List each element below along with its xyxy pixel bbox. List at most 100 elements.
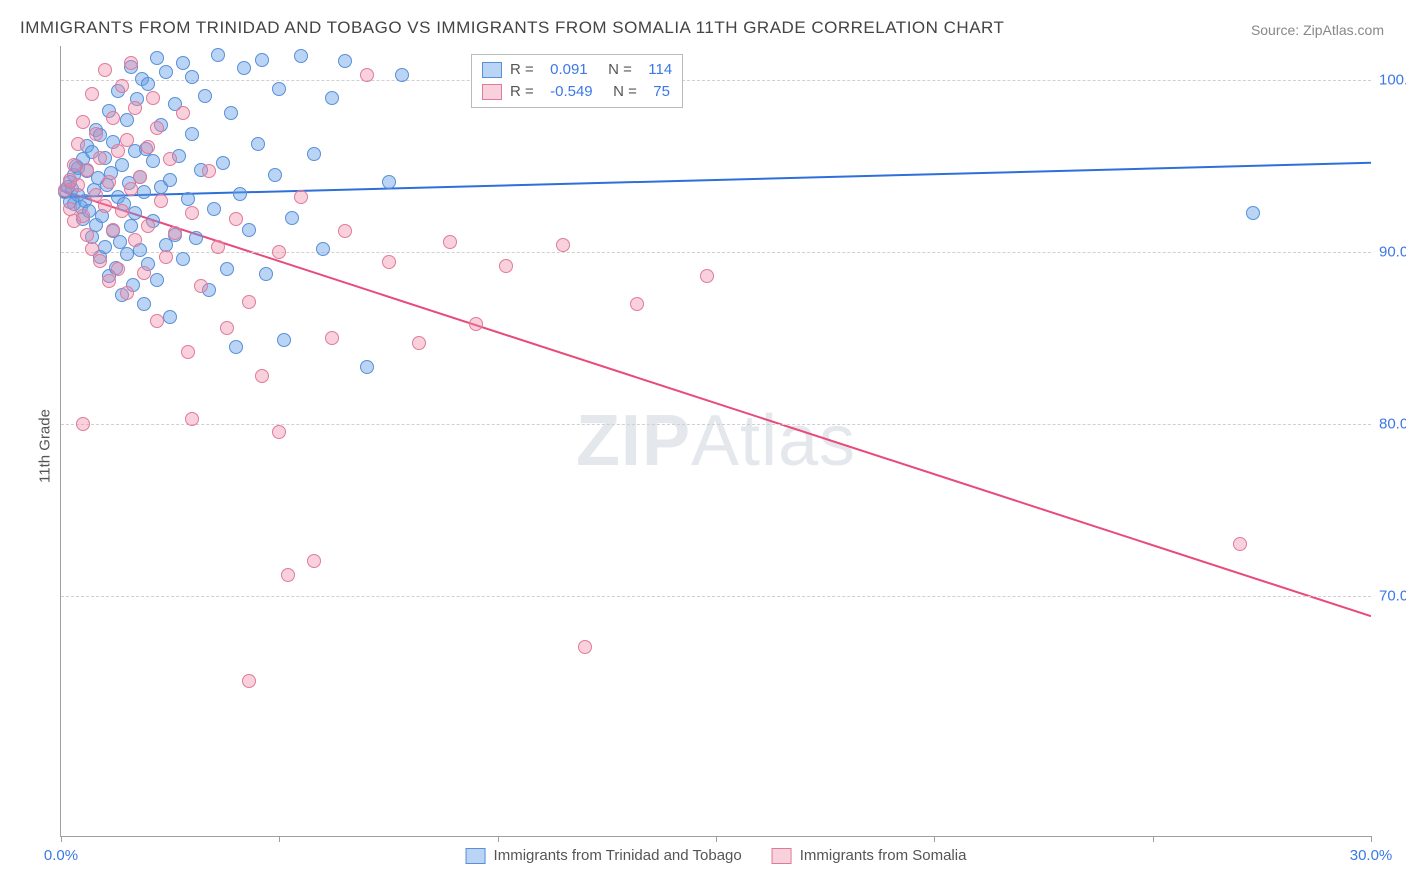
- scatter-point: [71, 137, 85, 151]
- scatter-point: [98, 63, 112, 77]
- scatter-point: [469, 317, 483, 331]
- scatter-point: [229, 340, 243, 354]
- gridline-horizontal: [61, 424, 1371, 425]
- scatter-point: [137, 297, 151, 311]
- scatter-point: [360, 360, 374, 374]
- scatter-point: [255, 53, 269, 67]
- scatter-point: [128, 206, 142, 220]
- y-tick-label: 90.0%: [1379, 244, 1406, 261]
- chart-title: IMMIGRANTS FROM TRINIDAD AND TOBAGO VS I…: [20, 18, 1004, 38]
- legend-n-value: 114: [640, 59, 672, 81]
- scatter-point: [700, 269, 714, 283]
- scatter-point: [259, 267, 273, 281]
- scatter-point: [141, 77, 155, 91]
- scatter-point: [307, 554, 321, 568]
- scatter-point: [137, 266, 151, 280]
- series-legend: Immigrants from Trinidad and Tobago Immig…: [466, 847, 967, 864]
- x-tick: [934, 836, 935, 842]
- scatter-point: [211, 48, 225, 62]
- scatter-point: [163, 310, 177, 324]
- scatter-point: [115, 79, 129, 93]
- scatter-point: [115, 158, 129, 172]
- scatter-point: [202, 164, 216, 178]
- scatter-point: [185, 412, 199, 426]
- scatter-point: [102, 175, 116, 189]
- scatter-point: [251, 137, 265, 151]
- legend-r-label: R =: [510, 59, 534, 81]
- scatter-point: [80, 228, 94, 242]
- scatter-point: [85, 87, 99, 101]
- series-name: Immigrants from Somalia: [800, 847, 967, 864]
- scatter-point: [93, 254, 107, 268]
- scatter-point: [242, 295, 256, 309]
- scatter-point: [268, 168, 282, 182]
- scatter-point: [220, 321, 234, 335]
- scatter-point: [242, 674, 256, 688]
- scatter-point: [128, 233, 142, 247]
- scatter-point: [272, 425, 286, 439]
- scatter-point: [382, 255, 396, 269]
- scatter-point: [216, 156, 230, 170]
- x-tick: [279, 836, 280, 842]
- chart-plot-area: ZIPAtlas 70.0%80.0%90.0%100.0%0.0%30.0%R…: [60, 46, 1371, 837]
- source-link[interactable]: ZipAtlas.com: [1303, 22, 1384, 38]
- scatter-point: [181, 192, 195, 206]
- scatter-point: [272, 245, 286, 259]
- scatter-point: [360, 68, 374, 82]
- scatter-point: [294, 190, 308, 204]
- source-attribution: Source: ZipAtlas.com: [1251, 22, 1384, 38]
- scatter-point: [325, 91, 339, 105]
- scatter-point: [211, 240, 225, 254]
- scatter-point: [189, 231, 203, 245]
- scatter-point: [120, 286, 134, 300]
- scatter-point: [71, 178, 85, 192]
- scatter-point: [382, 175, 396, 189]
- y-axis-label: 11th Grade: [36, 409, 53, 483]
- scatter-point: [307, 147, 321, 161]
- legend-r-value: 0.091: [542, 59, 588, 81]
- scatter-point: [207, 202, 221, 216]
- scatter-point: [224, 106, 238, 120]
- scatter-point: [163, 152, 177, 166]
- gridline-horizontal: [61, 596, 1371, 597]
- scatter-point: [176, 56, 190, 70]
- scatter-point: [242, 223, 256, 237]
- gridline-horizontal: [61, 80, 1371, 81]
- scatter-point: [233, 187, 247, 201]
- scatter-point: [395, 68, 409, 82]
- y-tick-label: 70.0%: [1379, 587, 1406, 604]
- scatter-point: [198, 89, 212, 103]
- scatter-point: [106, 223, 120, 237]
- scatter-point: [146, 91, 160, 105]
- scatter-point: [630, 297, 644, 311]
- scatter-point: [229, 212, 243, 226]
- scatter-point: [185, 206, 199, 220]
- scatter-point: [67, 158, 81, 172]
- scatter-point: [159, 250, 173, 264]
- scatter-point: [272, 82, 286, 96]
- scatter-point: [124, 182, 138, 196]
- scatter-point: [150, 121, 164, 135]
- scatter-point: [285, 211, 299, 225]
- legend-swatch: [466, 848, 486, 864]
- scatter-point: [133, 170, 147, 184]
- scatter-point: [141, 140, 155, 154]
- scatter-point: [176, 106, 190, 120]
- x-tick-label: 0.0%: [44, 847, 78, 864]
- trend-line: [61, 190, 1371, 616]
- x-tick: [1153, 836, 1154, 842]
- gridline-horizontal: [61, 252, 1371, 253]
- scatter-point: [76, 417, 90, 431]
- legend-n-label: N =: [601, 81, 637, 103]
- scatter-point: [106, 111, 120, 125]
- watermark: ZIPAtlas: [576, 400, 856, 482]
- scatter-point: [146, 154, 160, 168]
- scatter-point: [150, 314, 164, 328]
- scatter-point: [120, 113, 134, 127]
- series-name: Immigrants from Trinidad and Tobago: [494, 847, 742, 864]
- scatter-point: [98, 240, 112, 254]
- scatter-point: [159, 65, 173, 79]
- scatter-point: [220, 262, 234, 276]
- legend-r-label: R =: [510, 81, 534, 103]
- scatter-point: [76, 115, 90, 129]
